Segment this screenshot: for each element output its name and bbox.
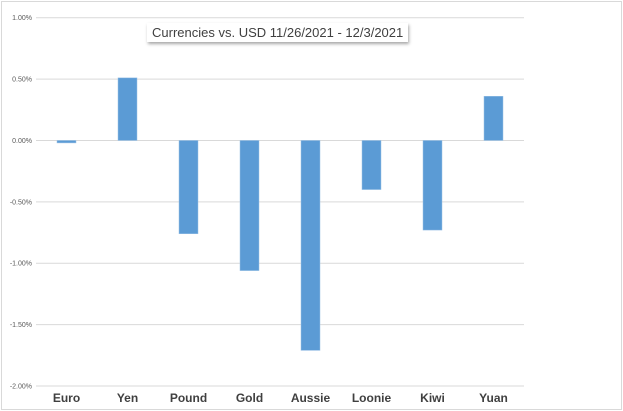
bars bbox=[56, 77, 504, 351]
x-tick-label: Loonie bbox=[352, 391, 392, 405]
bar-yen bbox=[117, 77, 138, 141]
y-tick-label: -2.00% bbox=[10, 384, 32, 391]
bar-pound bbox=[178, 140, 199, 235]
x-tick-label: Yen bbox=[117, 391, 138, 405]
bar-yuan bbox=[483, 96, 504, 141]
x-tick-label: Yuan bbox=[479, 391, 508, 405]
y-tick-label: 0.50% bbox=[12, 77, 32, 84]
x-tick-label: Pound bbox=[170, 391, 207, 405]
x-tick-label: Kiwi bbox=[420, 391, 445, 405]
gridlines bbox=[36, 17, 524, 387]
y-tick-label: -0.50% bbox=[10, 199, 32, 206]
y-tick-label: 0.00% bbox=[12, 138, 32, 145]
x-tick-label: Gold bbox=[236, 391, 263, 405]
bar-gold bbox=[239, 140, 260, 271]
y-tick-label: 1.00% bbox=[12, 15, 32, 22]
bar-aussie bbox=[300, 140, 321, 351]
x-tick-label: Aussie bbox=[291, 391, 331, 405]
chart-title: Currencies vs. USD 11/26/2021 - 12/3/202… bbox=[147, 23, 409, 42]
x-tick-label: Euro bbox=[53, 391, 80, 405]
x-axis-ticks: Euro Yen Pound Gold Aussie Loonie Kiwi Yuan bbox=[53, 391, 508, 405]
bar-loonie bbox=[361, 140, 382, 190]
y-tick-label: -1.00% bbox=[10, 261, 32, 268]
y-axis-ticks: 1.00% 0.50% 0.00% -0.50% -1.00% -1.50% -2.00% bbox=[10, 15, 32, 390]
y-tick-label: -1.50% bbox=[10, 322, 32, 329]
bar-euro bbox=[56, 140, 77, 144]
bar-kiwi bbox=[422, 140, 443, 231]
